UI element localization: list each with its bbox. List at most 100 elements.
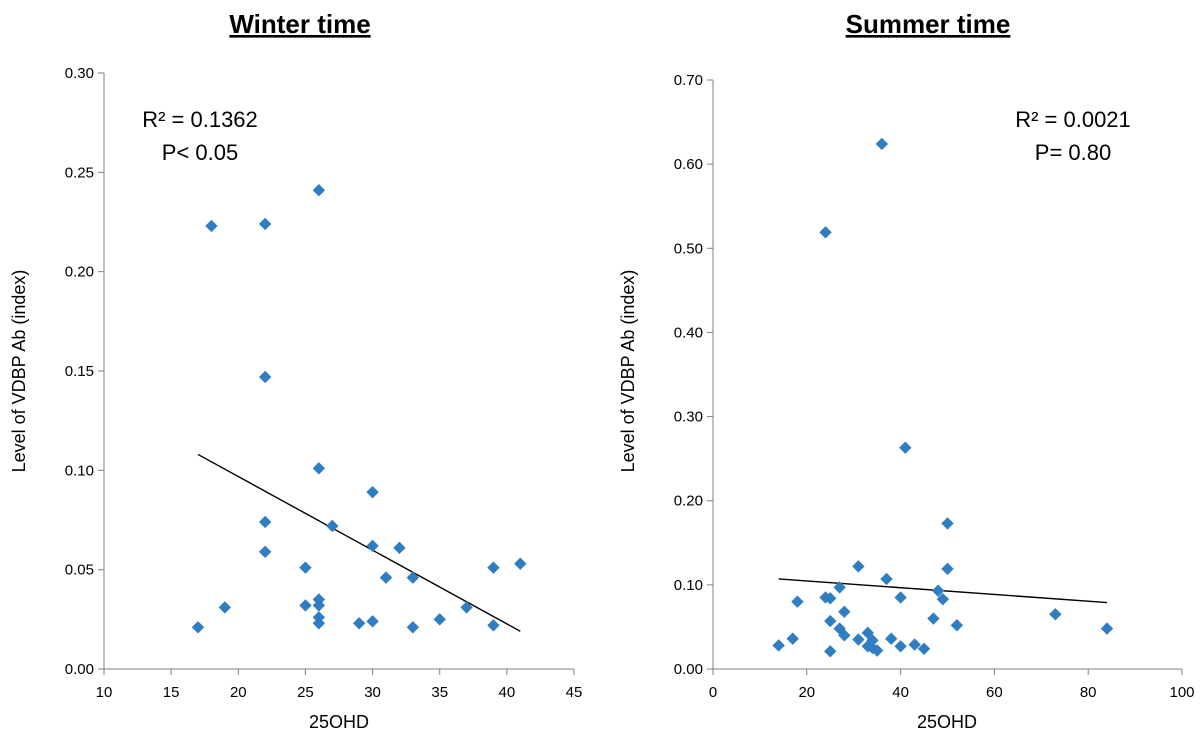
chart-panel-2: Summer time 0.00 0.10 0.20 0.30 0.40 0.50 0.60 0… — [618, 9, 1195, 732]
data-point — [312, 599, 326, 612]
x-tick-label: 20 — [230, 684, 247, 701]
data-point — [1049, 608, 1062, 621]
y-tick-label: 0.10 — [674, 577, 703, 594]
data-point — [852, 633, 865, 646]
data-point — [950, 619, 964, 632]
data-point — [838, 629, 851, 642]
data-point — [936, 592, 950, 606]
data-point — [786, 632, 799, 645]
data-point — [861, 640, 874, 653]
data-point — [352, 617, 366, 630]
y-tick-label: 0.40 — [674, 324, 703, 341]
data-point — [218, 601, 232, 614]
data-point — [487, 561, 500, 574]
x-tick-label: 30 — [364, 684, 381, 701]
data-point — [258, 370, 272, 384]
data-point — [894, 591, 907, 604]
data-point — [894, 640, 907, 653]
stat-annotation: P< 0.05 — [162, 140, 238, 165]
y-tick-label: 0.30 — [674, 409, 703, 426]
x-tick-label: 15 — [163, 684, 180, 701]
x-axis-label: 25OHD — [917, 712, 977, 732]
data-point — [393, 541, 406, 555]
y-tick-label: 0.50 — [674, 240, 703, 257]
x-tick-label: 10 — [96, 684, 113, 701]
data-point — [258, 217, 272, 231]
data-point — [191, 621, 205, 634]
x-tick-label: 80 — [1080, 684, 1097, 701]
x-tick-label: 35 — [431, 684, 448, 701]
data-point — [885, 632, 898, 645]
y-tick-label: 0.10 — [65, 462, 94, 479]
y-tick-label: 0.20 — [674, 493, 703, 510]
data-point — [866, 634, 879, 647]
y-tick-label: 0.00 — [674, 661, 703, 678]
data-point — [824, 645, 837, 658]
data-point — [379, 571, 393, 584]
data-point — [941, 562, 954, 576]
data-point — [366, 485, 379, 499]
data-point — [824, 592, 837, 605]
data-point — [312, 462, 326, 475]
data-point — [824, 614, 837, 628]
trend-line — [197, 453, 521, 632]
data-point — [819, 226, 832, 239]
x-tick-label: 25 — [297, 684, 314, 701]
y-axis-label: Level of VDBP Ab (index) — [9, 270, 29, 473]
y-tick-label: 0.15 — [65, 363, 94, 380]
data-point — [312, 617, 326, 630]
data-point — [433, 613, 446, 626]
y-tick-label: 0.30 — [65, 65, 94, 82]
x-tick-label: 40 — [892, 684, 909, 701]
data-point — [299, 599, 312, 612]
data-point — [927, 612, 940, 625]
data-point — [205, 219, 218, 233]
y-tick-label: 0.20 — [65, 264, 94, 281]
data-point — [833, 581, 846, 594]
data-point — [899, 441, 912, 454]
y-tick-label: 0.05 — [65, 562, 94, 579]
data-point — [406, 571, 420, 584]
data-point — [312, 184, 326, 197]
data-point — [772, 639, 785, 652]
data-point — [366, 539, 379, 553]
data-point — [838, 605, 851, 618]
x-tick-label: 45 — [566, 684, 583, 701]
chart-title: Winter time — [229, 9, 370, 39]
data-point — [861, 626, 874, 640]
x-tick-label: 20 — [798, 684, 815, 701]
y-axis-label: Level of VDBP Ab (index) — [618, 270, 638, 473]
data-point — [917, 642, 931, 656]
x-tick-label: 40 — [499, 684, 516, 701]
y-tick-label: 0.60 — [674, 156, 703, 173]
data-point — [460, 601, 473, 614]
data-point — [406, 621, 420, 634]
y-tick-label: 0.00 — [65, 661, 94, 678]
chart-panel-1: Winter time 0.00 0.05 0.10 0.15 0.20 0.25 0.30 1… — [9, 9, 582, 732]
stat-annotation: R² = 0.0021 — [1015, 107, 1131, 132]
data-point — [875, 137, 889, 151]
data-point — [487, 619, 500, 632]
data-point — [866, 641, 879, 655]
stat-annotation: R² = 0.1362 — [142, 107, 258, 132]
x-tick-label: 100 — [1169, 684, 1194, 701]
data-point — [931, 584, 945, 597]
data-point — [852, 560, 865, 573]
data-point — [908, 638, 921, 651]
data-point — [514, 557, 527, 570]
data-point — [880, 572, 893, 586]
y-tick-label: 0.70 — [674, 72, 703, 89]
data-point — [258, 545, 272, 558]
chart-title: Summer time — [846, 9, 1011, 39]
x-tick-label: 0 — [709, 684, 717, 701]
data-point — [258, 515, 272, 529]
data-point — [1100, 622, 1114, 635]
x-tick-label: 60 — [986, 684, 1003, 701]
data-point — [870, 644, 884, 657]
x-axis-label: 25OHD — [309, 712, 369, 732]
y-tick-label: 0.25 — [65, 164, 94, 181]
data-point — [366, 615, 379, 628]
data-point — [791, 595, 804, 608]
